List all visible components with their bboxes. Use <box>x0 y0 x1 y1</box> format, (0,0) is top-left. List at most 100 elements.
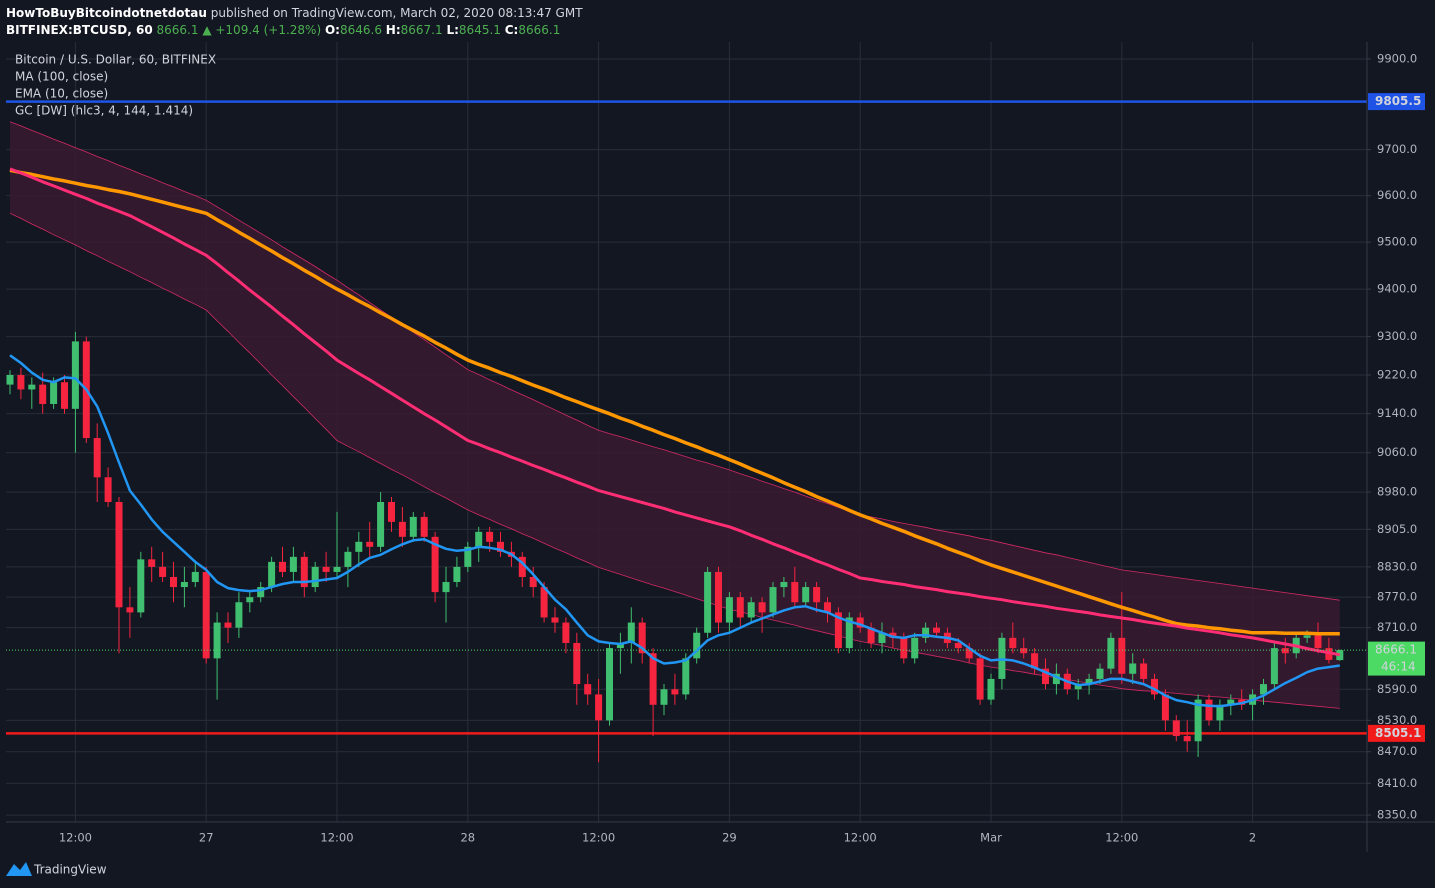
x-tick-label: 28 <box>460 831 475 845</box>
x-tick-label: 12:00 <box>582 831 615 845</box>
candle-body <box>573 642 581 685</box>
candle-body <box>540 587 548 618</box>
candle-body <box>1216 704 1224 721</box>
candle-body <box>191 571 199 583</box>
candle-body <box>213 622 221 659</box>
candle-body <box>856 617 864 628</box>
candle-body <box>1336 650 1344 661</box>
ohlc-label: O: <box>325 23 340 37</box>
candle-body <box>115 501 123 608</box>
y-tick-label: 8470.0 <box>1377 744 1417 758</box>
last-price-label: 8666.1 <box>1375 643 1417 657</box>
grid <box>6 42 1367 822</box>
candle-body <box>834 612 842 649</box>
x-tick-label: 29 <box>722 831 737 845</box>
legend: Bitcoin / U.S. Dollar, 60, BITFINEX MA (… <box>15 53 216 118</box>
candle-body <box>933 627 940 633</box>
candle-body <box>497 541 504 552</box>
candle-body <box>1151 678 1158 695</box>
x-tick-label: Mar <box>980 831 1002 845</box>
candle-body <box>1161 694 1169 721</box>
candle-body <box>671 689 679 695</box>
candle-body <box>104 477 112 502</box>
candle-body <box>1107 637 1115 669</box>
candle-body <box>1096 668 1104 679</box>
y-tick-label: 8350.0 <box>1377 808 1417 822</box>
candle-body <box>965 648 973 659</box>
candle-body <box>1194 699 1202 742</box>
candle-body <box>518 556 526 577</box>
candle-body <box>235 602 243 628</box>
y-tick-label: 9400.0 <box>1377 282 1417 296</box>
candle-body <box>813 587 821 603</box>
price-label-box <box>1368 93 1425 111</box>
change: ▲ +109.4 (+1.28%) <box>202 23 321 37</box>
y-tick-label: 8905.0 <box>1377 522 1417 536</box>
candle-body <box>355 541 363 552</box>
candle-body <box>300 556 308 588</box>
last: 8666.1 <box>157 23 199 37</box>
candle-body <box>322 566 330 572</box>
x-tick-label: 12:00 <box>844 831 877 845</box>
candle-body <box>551 617 559 623</box>
candle-body <box>224 622 232 628</box>
ohlc-value: 8667.1 <box>401 23 443 37</box>
candle-body <box>279 561 286 572</box>
y-tick-label: 9300.0 <box>1377 329 1417 343</box>
x-tick-label: 27 <box>199 831 214 845</box>
y-tick-label: 9900.0 <box>1377 52 1417 66</box>
logo-icon <box>6 862 32 876</box>
candle-body <box>475 531 483 547</box>
candle-body <box>595 694 603 721</box>
candle-body <box>889 632 897 638</box>
candle-body <box>1281 648 1289 654</box>
candle-body <box>747 602 755 618</box>
candle-body <box>431 536 439 593</box>
author: HowToBuyBitcoindotnetdotau <box>6 6 207 20</box>
candle-body <box>1260 684 1267 695</box>
candle-body <box>1205 699 1213 721</box>
x-tick-label: 12:00 <box>320 831 353 845</box>
published: published on TradingView.com, March 02, … <box>211 6 583 20</box>
candle-body <box>758 602 766 613</box>
axes: 8350.0 8410.0 8470.0 8530.0 8590.0 8710.0 8770… <box>59 52 1425 845</box>
candle-body <box>1270 648 1278 685</box>
candle-body <box>1085 678 1093 685</box>
legend-entry: GC [DW] (hlc3, 4, 144, 1.414) <box>15 104 193 118</box>
candle-body <box>17 374 25 390</box>
candle-body <box>71 341 79 409</box>
candle-body <box>987 678 995 700</box>
ohlc-value: 8666.1 <box>518 23 560 37</box>
candle-body <box>922 627 930 638</box>
band-line <box>9 212 1340 709</box>
y-tick-label: 9700.0 <box>1377 142 1417 156</box>
candle-body <box>791 582 799 603</box>
x-tick-label: 12:00 <box>59 831 92 845</box>
y-tick-label: 8980.0 <box>1377 485 1417 499</box>
candle-body <box>39 384 47 404</box>
y-tick-label: 9220.0 <box>1377 367 1417 381</box>
price-label: 9805.5 <box>1375 94 1421 108</box>
last-price-box <box>1368 641 1425 676</box>
candle-body <box>159 566 167 577</box>
candle-body <box>1172 720 1180 737</box>
candle-body <box>464 546 472 567</box>
candle-body <box>616 642 624 649</box>
candle-body <box>28 384 36 390</box>
y-tick-label: 8830.0 <box>1377 559 1417 573</box>
ohlc-value: 8645.1 <box>459 23 501 37</box>
candle-body <box>398 521 406 537</box>
candle-body <box>769 587 777 613</box>
candle-body <box>1031 653 1039 669</box>
candle-body <box>1020 648 1028 654</box>
ohlc-label: C: <box>505 23 519 37</box>
candle-body <box>954 642 962 649</box>
x-tick-label: 2 <box>1249 831 1256 845</box>
candle-body <box>976 658 984 700</box>
candle-body <box>1314 635 1322 649</box>
y-tick-label: 8410.0 <box>1377 776 1417 790</box>
y-tick-label: 8590.0 <box>1377 682 1417 696</box>
y-tick-label: 8710.0 <box>1377 620 1417 634</box>
candle-body <box>911 637 919 659</box>
